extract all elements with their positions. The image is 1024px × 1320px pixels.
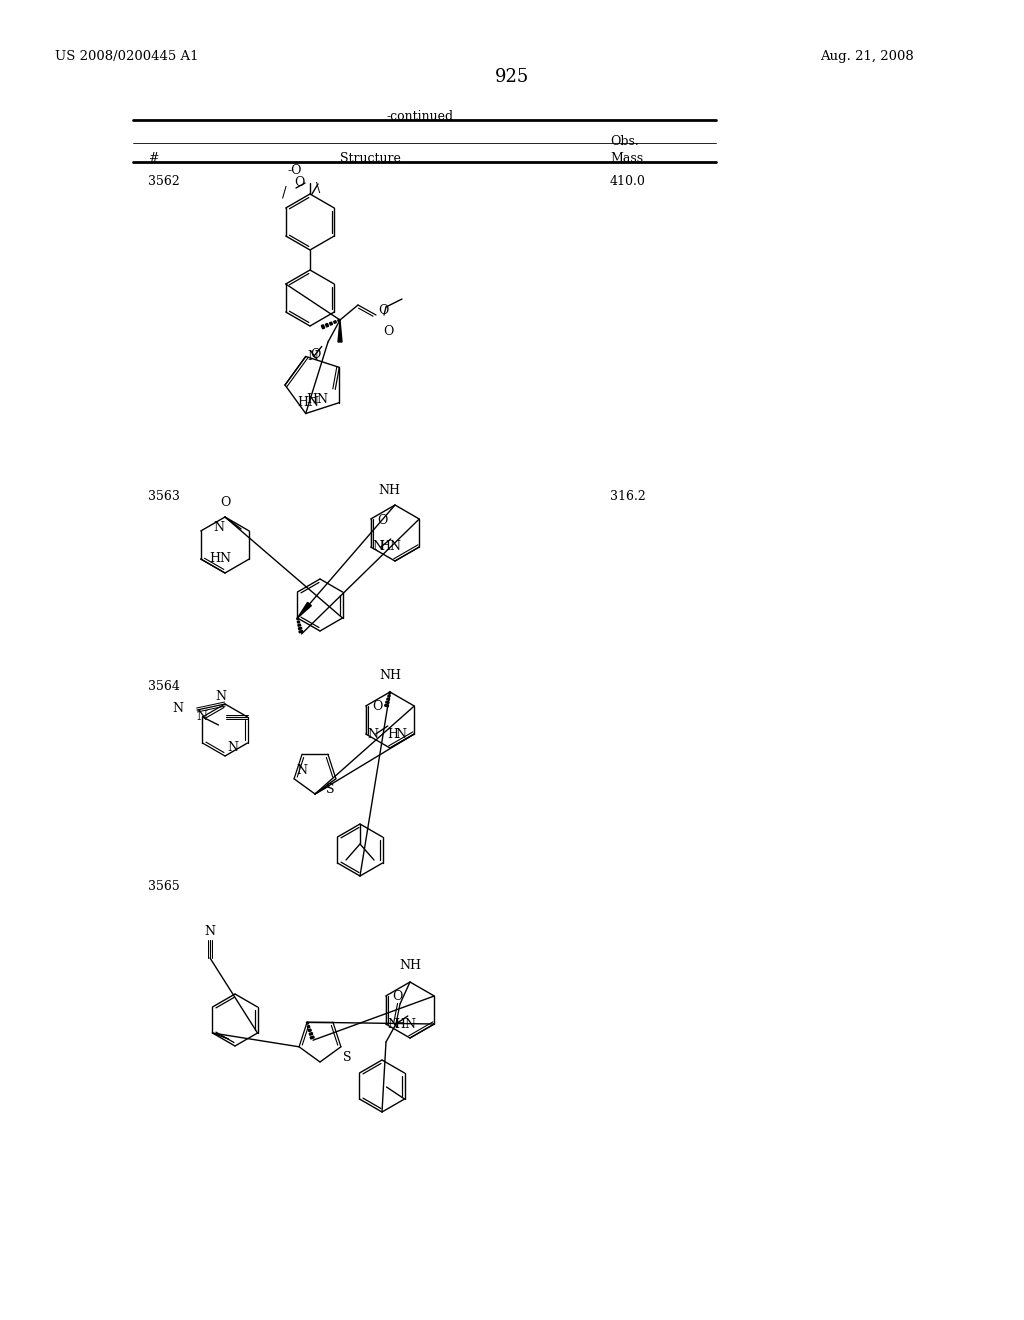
Text: O: O <box>295 177 305 190</box>
Polygon shape <box>389 692 391 694</box>
Text: H: H <box>387 727 398 741</box>
Text: N: N <box>205 925 215 939</box>
Text: 3563: 3563 <box>148 490 180 503</box>
Polygon shape <box>298 627 302 630</box>
Text: N: N <box>172 701 183 714</box>
Text: O: O <box>383 325 393 338</box>
Text: N: N <box>296 764 307 776</box>
Text: O: O <box>377 515 387 528</box>
Text: O: O <box>372 700 382 713</box>
Polygon shape <box>298 624 301 626</box>
Polygon shape <box>310 1036 314 1039</box>
Polygon shape <box>385 705 388 706</box>
Text: 410.0: 410.0 <box>610 176 646 187</box>
Text: Structure: Structure <box>340 152 400 165</box>
Text: 3562: 3562 <box>148 176 180 187</box>
Text: O: O <box>392 990 402 1002</box>
Text: NH: NH <box>399 960 421 972</box>
Text: HN: HN <box>297 396 319 409</box>
Text: N: N <box>373 540 384 553</box>
Text: HN: HN <box>394 1018 416 1031</box>
Text: 3564: 3564 <box>148 680 180 693</box>
Polygon shape <box>299 631 303 632</box>
Text: HN: HN <box>209 553 231 565</box>
Text: HN: HN <box>306 393 329 407</box>
Polygon shape <box>338 319 342 342</box>
Text: N: N <box>395 727 407 741</box>
Polygon shape <box>388 694 390 697</box>
Text: #: # <box>148 152 159 165</box>
Text: S: S <box>343 1051 351 1064</box>
Text: HN: HN <box>379 540 401 553</box>
Text: O: O <box>220 496 230 510</box>
Polygon shape <box>338 319 340 322</box>
Text: Mass: Mass <box>610 152 643 165</box>
Polygon shape <box>297 618 299 620</box>
Text: Obs.: Obs. <box>610 135 639 148</box>
Polygon shape <box>326 323 329 327</box>
Text: NH: NH <box>378 484 400 498</box>
Text: O: O <box>310 348 322 360</box>
Text: N: N <box>197 710 208 723</box>
Polygon shape <box>307 1026 310 1028</box>
Text: N: N <box>227 741 238 754</box>
Polygon shape <box>387 698 389 701</box>
Polygon shape <box>297 620 300 623</box>
Text: N: N <box>388 1018 398 1031</box>
Text: N: N <box>308 350 318 363</box>
Polygon shape <box>309 1032 312 1035</box>
Text: 316.2: 316.2 <box>610 490 646 503</box>
Text: N: N <box>215 690 226 704</box>
Polygon shape <box>330 322 333 325</box>
Polygon shape <box>306 1022 308 1024</box>
Polygon shape <box>308 1030 311 1032</box>
Text: NH: NH <box>379 669 401 682</box>
Polygon shape <box>334 321 336 323</box>
Text: -O: -O <box>288 164 302 177</box>
Polygon shape <box>322 325 325 329</box>
Text: N: N <box>368 727 379 741</box>
Polygon shape <box>298 602 311 618</box>
Polygon shape <box>386 701 389 704</box>
Text: \: \ <box>316 182 321 195</box>
Text: S: S <box>326 783 334 796</box>
Text: -continued: -continued <box>386 110 454 123</box>
Text: 3565: 3565 <box>148 880 180 894</box>
Text: US 2008/0200445 A1: US 2008/0200445 A1 <box>55 50 199 63</box>
Text: O: O <box>378 305 388 318</box>
Text: N: N <box>213 521 224 535</box>
Text: Aug. 21, 2008: Aug. 21, 2008 <box>820 50 913 63</box>
Text: /: / <box>282 186 287 201</box>
Text: 925: 925 <box>495 69 529 86</box>
